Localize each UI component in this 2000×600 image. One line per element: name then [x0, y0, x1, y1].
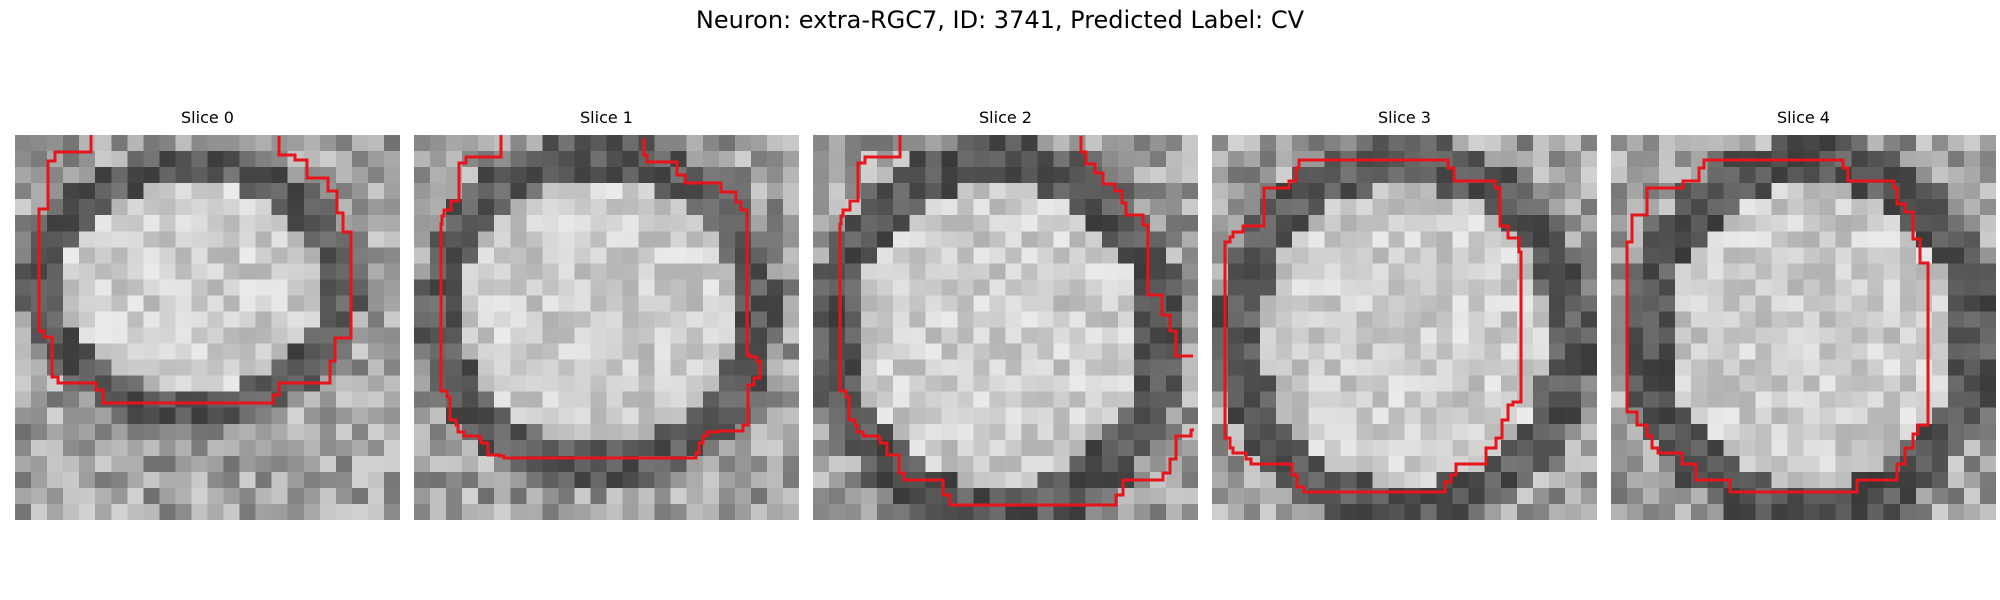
- slice-title-2: Slice 2: [979, 108, 1032, 127]
- segmentation-contour-2: [838, 135, 1194, 507]
- segmentation-contour-4: [1625, 158, 1930, 494]
- microscopy-slice-3: [1212, 135, 1597, 520]
- slice-title-0: Slice 0: [181, 108, 234, 127]
- slice-image-4: [1611, 135, 1996, 520]
- segmentation-contour-1: [439, 135, 762, 460]
- slice-image-2: [813, 135, 1198, 520]
- microscopy-slice-4: [1611, 135, 1996, 520]
- segmentation-contour-0: [37, 135, 353, 405]
- slice-title-1: Slice 1: [580, 108, 633, 127]
- slice-image-1: [414, 135, 799, 520]
- segmentation-contour-3: [1223, 158, 1523, 494]
- slice-title-4: Slice 4: [1777, 108, 1830, 127]
- microscopy-slice-2: [813, 135, 1198, 520]
- figure-title: Neuron: extra-RGC7, ID: 3741, Predicted …: [695, 6, 1305, 34]
- slice-title-3: Slice 3: [1378, 108, 1431, 127]
- slice-image-3: [1212, 135, 1597, 520]
- slice-image-0: [15, 135, 400, 520]
